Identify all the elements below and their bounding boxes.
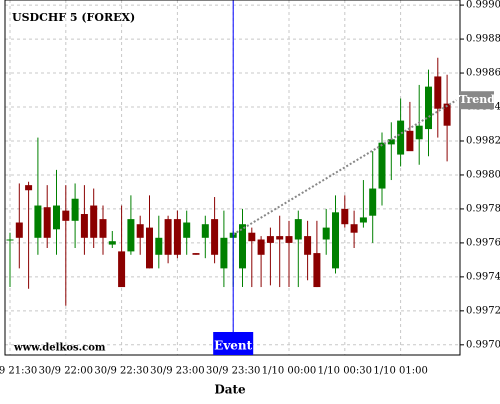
y-tick-label: 0.9970 [466,339,500,350]
candle-body [211,219,219,255]
candle-body [90,205,98,238]
candle-body [304,236,312,255]
candle-body [6,239,14,241]
candle-body [34,205,42,238]
candle-body [257,239,265,255]
candle-body [387,139,395,145]
candle-body [53,205,60,230]
x-tick-label: 30/9 23:30 [206,366,260,377]
candle-body [15,222,23,238]
candle-body [25,185,33,191]
candle-body [99,219,107,238]
event-label: Event [214,339,252,353]
candle-body [285,236,293,243]
candle-body [239,224,246,269]
x-tick-label: 30/9 21:30 [0,366,37,377]
x-tick-label: 30/9 22:00 [39,366,93,377]
candle-body [434,76,442,109]
candle-body [183,222,191,238]
candle-body [146,227,153,269]
candle-body [406,130,414,152]
y-tick-label: 0.9988 [466,34,500,45]
candle-body [443,103,451,126]
plot-area [5,0,460,355]
y-tick-label: 0.9990 [466,0,500,11]
x-axis-title: Date [214,383,246,397]
candle-body [80,214,88,238]
candle-body [192,253,200,255]
y-tick-label: 0.9982 [466,135,500,146]
candle-body [71,198,79,221]
x-tick-label: 30/9 23:00 [150,366,204,377]
candle-body [332,212,339,269]
candle-body [369,188,377,216]
trend-line [232,99,457,236]
y-tick-label: 0.9976 [466,237,500,248]
x-tick-label: 1/10 01:00 [373,366,427,377]
chart-title: USDCHF 5 (FOREX) [12,11,135,24]
y-tick-label: 0.9978 [466,203,500,214]
candle-body [220,237,228,269]
candle-body [43,207,51,238]
candle-body [266,236,274,243]
candle-body [248,232,256,242]
y-tick-label: 0.9974 [466,271,500,282]
candle-body [155,237,163,255]
candle-body [201,224,209,238]
candle-body [341,208,349,225]
candle-body [62,210,70,221]
x-tick-label: 1/10 00:30 [318,366,372,377]
candle-body [127,219,135,252]
x-tick-label: 1/10 00:00 [262,366,316,377]
y-tick-label: 0.9986 [466,68,500,79]
candle-body [173,219,181,255]
candle-body [350,224,358,233]
y-tick-label: 0.9972 [466,305,500,316]
candle-body [415,125,423,140]
event-label-box [213,332,254,355]
candle-body [397,120,405,155]
watermark: www.delkos.com [13,343,106,354]
candle-body [294,219,302,240]
y-tick-label: 0.9980 [466,169,500,180]
trend-label-box [460,91,494,110]
candle-body [359,217,367,223]
x-tick-label: 30/9 22:30 [94,366,148,377]
candle-body [108,241,116,245]
candle-body [118,251,126,288]
candle-body [276,236,284,240]
candle-body [378,142,386,189]
candle-body [313,253,321,288]
candle-body [164,219,172,255]
trend-label: Trend [459,93,495,106]
candle-body [425,86,432,130]
candle-body [322,227,330,240]
candle-body [136,224,144,238]
